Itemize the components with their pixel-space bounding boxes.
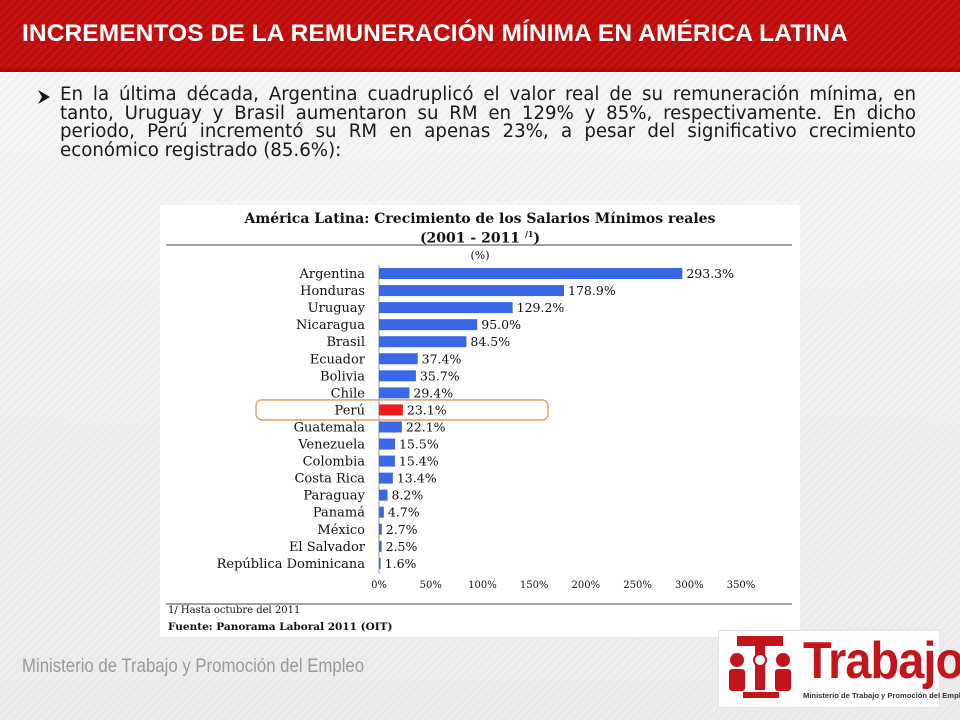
bar-chart: Argentina 293.3% Honduras 178.9% Uruguay 129.…: [166, 244, 792, 605]
chart-period: (2001 - 2011 /1): [160, 229, 800, 247]
value-label-3: 95.0%: [481, 317, 521, 332]
value-label-5: 37.4%: [422, 351, 462, 366]
category-label-2: Uruguay: [308, 301, 366, 316]
bar-0: [379, 268, 683, 280]
category-label-16: El Salvador: [289, 540, 366, 555]
bar-4: [379, 336, 467, 348]
x-tick-label-6: 300%: [675, 580, 704, 591]
category-label-10: Venezuela: [297, 438, 365, 453]
bullet-text: En la última década, Argentina cuadrupli…: [60, 84, 916, 161]
x-tick-label-2: 100%: [468, 580, 497, 591]
chart-source: Fuente: Panorama Laboral 2011 (OIT): [168, 621, 393, 633]
x-tick-label-4: 200%: [572, 580, 601, 591]
x-tick-label-0: 0%: [371, 580, 387, 591]
bar-9: [379, 421, 402, 433]
category-label-15: México: [317, 523, 365, 538]
bar-12: [379, 472, 393, 484]
value-label-2: 129.2%: [517, 300, 565, 315]
bar-11: [379, 455, 395, 467]
x-tick-label-3: 150%: [520, 580, 549, 591]
category-label-13: Paraguay: [303, 489, 365, 504]
bar-5: [379, 353, 418, 365]
chart-period-sup: /1: [524, 229, 534, 239]
title-bar: INCREMENTOS DE LA REMUNERACIÓN MÍNIMA EN…: [0, 0, 960, 72]
category-label-4: Brasil: [326, 335, 365, 350]
category-label-0: Argentina: [299, 267, 366, 282]
chart-footnote: 1/ Hasta octubre del 2011: [168, 605, 301, 616]
logo-wordmark: Trabajo: [803, 632, 960, 690]
category-label-9: Guatemala: [294, 420, 366, 435]
chart-title: América Latina: Crecimiento de los Salar…: [244, 211, 716, 227]
value-label-14: 4.7%: [388, 505, 420, 520]
chart-period-end: ): [533, 230, 541, 247]
category-label-7: Chile: [331, 386, 366, 401]
logo-subtitle: Ministerio de Trabajo y Promoción del Em…: [803, 691, 960, 700]
x-tick-label-1: 50%: [420, 580, 442, 591]
bar-17: [379, 557, 381, 569]
category-label-3: Nicaragua: [296, 318, 365, 333]
bar-15: [379, 523, 382, 535]
bar-2: [379, 302, 513, 314]
category-label-11: Colombia: [303, 455, 366, 470]
bar-13: [379, 489, 388, 501]
value-label-0: 293.3%: [686, 266, 734, 281]
value-label-12: 13.4%: [397, 471, 437, 486]
people-logo-icon: [729, 636, 791, 698]
category-label-6: Bolivia: [320, 369, 365, 384]
category-label-14: Panamá: [313, 506, 365, 521]
value-label-4: 84.5%: [470, 334, 510, 349]
value-label-11: 15.4%: [399, 454, 439, 469]
category-label-8: Perú: [335, 403, 365, 418]
value-label-13: 8.2%: [391, 488, 423, 503]
value-label-7: 29.4%: [413, 385, 453, 400]
bar-7: [379, 387, 410, 399]
bar-8: [379, 404, 403, 416]
x-tick-label-7: 350%: [727, 580, 756, 591]
value-label-10: 15.5%: [399, 437, 439, 452]
bar-3: [379, 319, 478, 331]
chart-period-text: (2001 - 2011: [419, 230, 521, 247]
category-label-5: Ecuador: [310, 352, 366, 367]
value-label-15: 2.7%: [386, 522, 418, 537]
bar-10: [379, 438, 396, 450]
value-label-8: 23.1%: [407, 402, 447, 417]
chart-panel: América Latina: Crecimiento de los Salar…: [160, 205, 800, 637]
slide-title: INCREMENTOS DE LA REMUNERACIÓN MÍNIMA EN…: [22, 20, 848, 47]
arrow-bullet-icon: [38, 90, 50, 104]
bar-6: [379, 370, 416, 382]
highlight-outline: [255, 399, 549, 421]
bar-1: [379, 285, 565, 297]
ministry-logo: Trabajo Ministerio de Trabajo y Promoció…: [718, 630, 960, 708]
chart-unit-label: (%): [470, 249, 490, 262]
value-label-1: 178.9%: [568, 283, 616, 298]
category-label-12: Costa Rica: [294, 472, 365, 487]
category-label-17: República Dominicana: [217, 557, 366, 572]
value-label-16: 2.5%: [386, 539, 418, 554]
bar-14: [379, 506, 384, 518]
value-label-6: 35.7%: [420, 368, 460, 383]
category-label-1: Honduras: [300, 284, 365, 299]
value-label-17: 1.6%: [385, 556, 417, 571]
x-tick-label-5: 250%: [623, 580, 652, 591]
footer-ministry-name: Ministerio de Trabajo y Promoción del Em…: [22, 655, 365, 677]
bar-16: [379, 540, 382, 552]
value-label-9: 22.1%: [406, 419, 446, 434]
